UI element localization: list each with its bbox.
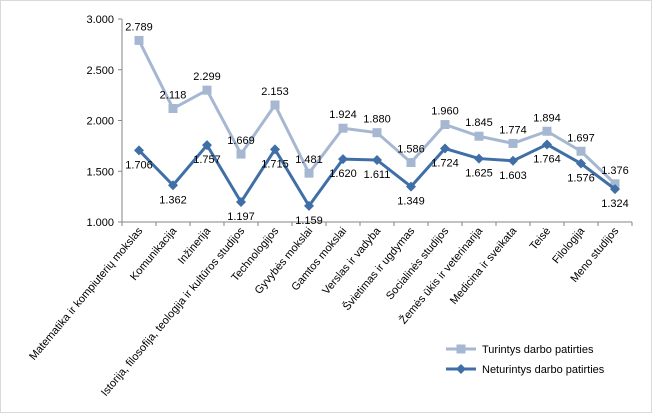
data-point-marker: [440, 120, 450, 130]
data-label: 1.924: [329, 109, 357, 121]
data-point-marker: [542, 126, 552, 136]
data-label: 1.774: [499, 124, 527, 136]
data-label: 1.764: [533, 153, 561, 165]
data-point-marker: [440, 143, 450, 154]
data-point-marker: [236, 149, 246, 159]
data-label: 1.576: [567, 173, 595, 185]
data-point-marker: [508, 155, 518, 166]
data-point-marker: [508, 138, 518, 148]
legend-label: Turintys darbo patirties: [482, 344, 594, 356]
data-point-marker: [474, 153, 484, 164]
data-point-marker: [610, 184, 620, 195]
data-point-marker: [304, 168, 314, 178]
data-label: 1.697: [567, 132, 595, 144]
data-label: 1.159: [295, 215, 323, 227]
data-point-marker: [576, 146, 586, 156]
y-tick-label: 3.000: [86, 14, 114, 26]
data-point-marker: [338, 154, 348, 165]
legend-label: Neturintys darbo patirties: [482, 364, 605, 376]
data-label: 1.724: [431, 158, 459, 170]
legend-marker: [456, 364, 466, 374]
y-tick-label: 1.500: [86, 166, 114, 178]
data-point-marker: [576, 158, 586, 169]
data-label: 1.715: [261, 158, 289, 170]
data-point-marker: [134, 35, 144, 45]
y-tick-label: 2.500: [86, 65, 114, 77]
data-label: 1.603: [499, 170, 527, 182]
data-label: 1.845: [465, 117, 493, 129]
data-label: 1.197: [227, 211, 255, 223]
data-label: 1.960: [431, 106, 459, 118]
x-tick-label: Matematika ir kompiuterių mokslas: [27, 225, 145, 363]
data-label: 1.611: [364, 169, 391, 181]
data-label: 1.349: [397, 196, 425, 208]
data-point-marker: [270, 144, 280, 155]
data-point-marker: [542, 139, 552, 150]
data-point-marker: [270, 100, 280, 110]
data-label: 2.118: [160, 90, 187, 102]
data-point-marker: [202, 85, 212, 95]
x-tick-label: Medicina ir sveikata: [448, 225, 520, 307]
data-label: 1.625: [465, 168, 493, 180]
data-label: 1.324: [601, 198, 629, 210]
legend-marker: [456, 344, 466, 354]
data-label: 1.880: [363, 114, 391, 126]
x-tick-label: Socialinės studijos: [384, 225, 452, 302]
data-label: 1.894: [533, 112, 561, 124]
data-label: 1.376: [601, 165, 629, 177]
data-point-marker: [406, 181, 416, 192]
data-point-marker: [168, 180, 178, 191]
data-label: 1.706: [125, 159, 153, 171]
data-point-marker: [168, 104, 178, 114]
data-label: 1.669: [227, 135, 255, 147]
data-point-marker: [134, 145, 144, 156]
data-point-marker: [304, 200, 314, 211]
x-tick-label: Verslas ir vadyba: [320, 225, 384, 298]
data-label: 1.481: [295, 154, 323, 166]
data-label: 1.362: [159, 194, 187, 206]
data-point-marker: [338, 123, 348, 133]
data-label: 2.153: [261, 86, 289, 98]
data-point-marker: [610, 179, 620, 189]
data-point-marker: [372, 154, 382, 165]
data-point-marker: [372, 128, 382, 138]
data-point-marker: [236, 197, 246, 208]
x-tick-label: Teisė: [528, 225, 554, 252]
data-label: 1.586: [397, 144, 425, 156]
data-point-marker: [406, 158, 416, 168]
data-point-marker: [202, 140, 212, 151]
data-label: 2.789: [125, 21, 153, 33]
data-label: 2.299: [193, 71, 221, 83]
data-label: 1.757: [193, 154, 221, 166]
y-tick-label: 2.000: [86, 116, 114, 128]
y-tick-label: 1.000: [86, 217, 114, 229]
data-label: 1.620: [329, 168, 357, 180]
data-point-marker: [474, 131, 484, 141]
